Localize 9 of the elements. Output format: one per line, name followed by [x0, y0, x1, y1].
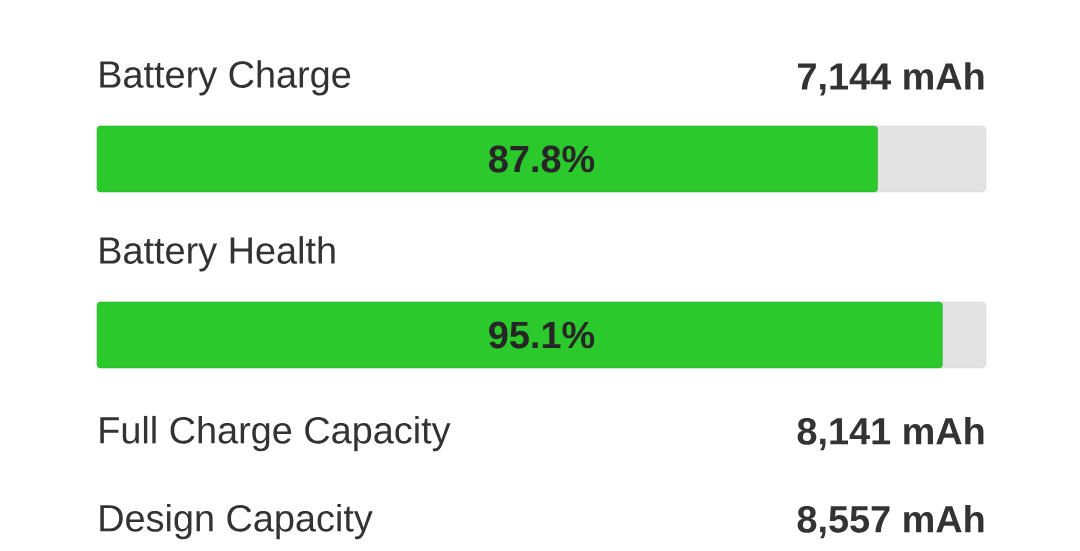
y-tick-label: Battery Health: [100, 236, 335, 272]
text: Full Charge Capacity: [100, 415, 451, 452]
data-label: 95.1%: [489, 321, 595, 349]
data-label: 87.8%: [489, 145, 595, 173]
y-tick-label: Battery Charge: [100, 60, 351, 96]
text: 8,557 mAh: [797, 504, 984, 539]
annotation: 7,144 mAh: [798, 62, 984, 96]
text: 8,141 mAh: [797, 416, 984, 451]
text: Design Capacity: [100, 503, 373, 540]
